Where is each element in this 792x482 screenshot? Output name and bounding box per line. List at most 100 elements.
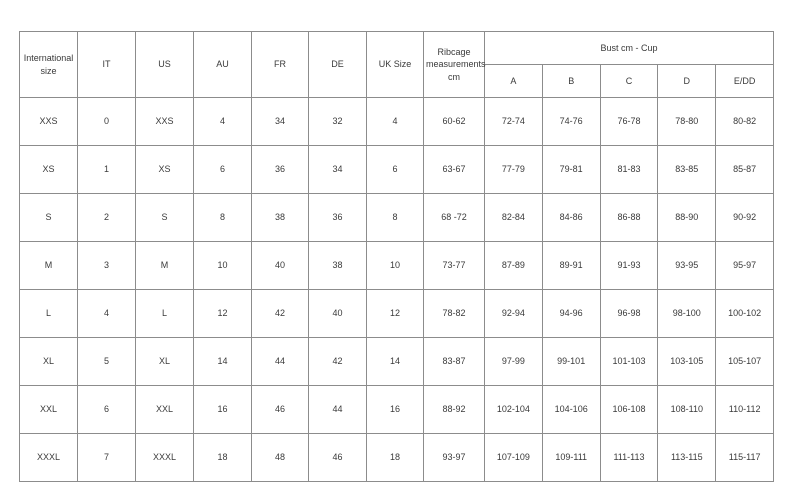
table-row: M 3 M 10 40 38 10 73-77 87-89 89-91 91-9…	[19, 241, 775, 290]
cell-cup-b: 79-81	[541, 145, 601, 194]
column-header-ribcage-measurements: Ribcage measurements cm	[423, 31, 486, 98]
cell-de: 40	[308, 289, 367, 338]
cell-it: 5	[77, 337, 136, 386]
cell-international-size: L	[19, 289, 78, 338]
table-header: International size IT US AU FR DE UK Siz…	[19, 31, 775, 98]
cell-cup-a: 82-84	[484, 193, 543, 242]
cell-international-size: S	[19, 193, 78, 242]
cell-cup-e-dd: 90-92	[715, 193, 775, 242]
cell-cup-c: 76-78	[599, 97, 659, 146]
cell-cup-b: 99-101	[541, 337, 601, 386]
header-row-cups: A B C D E/DD	[20, 64, 775, 98]
cell-international-size: XL	[19, 337, 78, 386]
cell-cup-e-dd: 105-107	[715, 337, 775, 386]
cell-de: 32	[308, 97, 367, 146]
table-row: XXS 0 XXS 4 34 32 4 60-62 72-74 74-76 76…	[19, 97, 775, 146]
size-chart-table: International size IT US AU FR DE UK Siz…	[19, 31, 775, 482]
cell-us: XXS	[135, 97, 194, 146]
cell-cup-c: 81-83	[599, 145, 659, 194]
cell-fr: 44	[251, 337, 309, 386]
cell-it: 0	[77, 97, 136, 146]
cell-cup-e-dd: 115-117	[715, 433, 775, 482]
cell-us: XL	[135, 337, 194, 386]
cell-au: 4	[193, 97, 252, 146]
cell-de: 36	[308, 193, 367, 242]
cell-au: 14	[193, 337, 252, 386]
cell-ribcage-cm: 83-87	[423, 337, 485, 386]
cell-au: 6	[193, 145, 252, 194]
cell-uk-size: 14	[366, 337, 424, 386]
table-row: XS 1 XS 6 36 34 6 63-67 77-79 79-81 81-8…	[19, 145, 775, 194]
cell-us: L	[135, 289, 194, 338]
cell-ribcage-cm: 73-77	[423, 241, 485, 290]
cell-cup-c: 96-98	[599, 289, 659, 338]
cell-international-size: XXL	[19, 385, 78, 434]
cell-au: 12	[193, 289, 252, 338]
cell-au: 10	[193, 241, 252, 290]
cell-de: 34	[308, 145, 367, 194]
cell-cup-a: 102-104	[484, 385, 543, 434]
cell-ribcage-cm: 60-62	[423, 97, 485, 146]
cell-it: 7	[77, 433, 136, 482]
cell-us: XS	[135, 145, 194, 194]
cell-cup-b: 109-111	[541, 433, 601, 482]
cell-cup-c: 86-88	[599, 193, 659, 242]
cell-cup-c: 106-108	[599, 385, 659, 434]
cell-cup-d: 103-105	[657, 337, 717, 386]
table-row: L 4 L 12 42 40 12 78-82 92-94 94-96 96-9…	[19, 289, 775, 338]
cell-cup-a: 92-94	[484, 289, 543, 338]
cell-it: 2	[77, 193, 136, 242]
cell-fr: 36	[251, 145, 309, 194]
cell-cup-b: 89-91	[541, 241, 601, 290]
cell-international-size: XS	[19, 145, 78, 194]
column-header-de: DE	[308, 31, 367, 98]
column-header-fr: FR	[251, 31, 309, 98]
cell-it: 1	[77, 145, 136, 194]
table-row: XL 5 XL 14 44 42 14 83-87 97-99 99-101 1…	[19, 337, 775, 386]
cell-cup-e-dd: 110-112	[715, 385, 775, 434]
cell-it: 6	[77, 385, 136, 434]
cell-au: 16	[193, 385, 252, 434]
cell-uk-size: 6	[366, 145, 424, 194]
cell-cup-b: 94-96	[541, 289, 601, 338]
cell-cup-a: 107-109	[484, 433, 543, 482]
size-chart-container: International size IT US AU FR DE UK Siz…	[19, 31, 775, 482]
cell-uk-size: 10	[366, 241, 424, 290]
cell-fr: 38	[251, 193, 309, 242]
table-row: S 2 S 8 38 36 8 68 -72 82-84 84-86 86-88…	[19, 193, 775, 242]
column-header-cup-a: A	[484, 64, 543, 98]
cell-ribcage-cm: 78-82	[423, 289, 485, 338]
cell-uk-size: 12	[366, 289, 424, 338]
cell-cup-d: 88-90	[657, 193, 717, 242]
cell-ribcage-cm: 63-67	[423, 145, 485, 194]
cell-us: M	[135, 241, 194, 290]
cell-international-size: XXXL	[19, 433, 78, 482]
cell-cup-c: 111-113	[599, 433, 659, 482]
cell-cup-d: 98-100	[657, 289, 717, 338]
cell-cup-c: 91-93	[599, 241, 659, 290]
cell-cup-e-dd: 85-87	[715, 145, 775, 194]
table-row: XXXL 7 XXXL 18 48 46 18 93-97 107-109 10…	[19, 433, 775, 482]
cell-us: S	[135, 193, 194, 242]
cell-fr: 46	[251, 385, 309, 434]
cell-international-size: XXS	[19, 97, 78, 146]
cell-cup-a: 87-89	[484, 241, 543, 290]
cell-cup-d: 93-95	[657, 241, 717, 290]
cell-cup-d: 108-110	[657, 385, 717, 434]
cell-cup-c: 101-103	[599, 337, 659, 386]
column-header-cup-b: B	[541, 64, 601, 98]
cell-fr: 48	[251, 433, 309, 482]
cell-de: 38	[308, 241, 367, 290]
cell-cup-d: 113-115	[657, 433, 717, 482]
column-header-us: US	[135, 31, 194, 98]
cell-fr: 34	[251, 97, 309, 146]
cell-cup-b: 84-86	[541, 193, 601, 242]
cell-it: 3	[77, 241, 136, 290]
cell-fr: 42	[251, 289, 309, 338]
cell-uk-size: 4	[366, 97, 424, 146]
cell-ribcage-cm: 88-92	[423, 385, 485, 434]
column-header-it: IT	[77, 31, 136, 98]
column-header-international-size: International size	[19, 31, 78, 98]
cell-cup-a: 72-74	[484, 97, 543, 146]
cell-cup-b: 74-76	[541, 97, 601, 146]
